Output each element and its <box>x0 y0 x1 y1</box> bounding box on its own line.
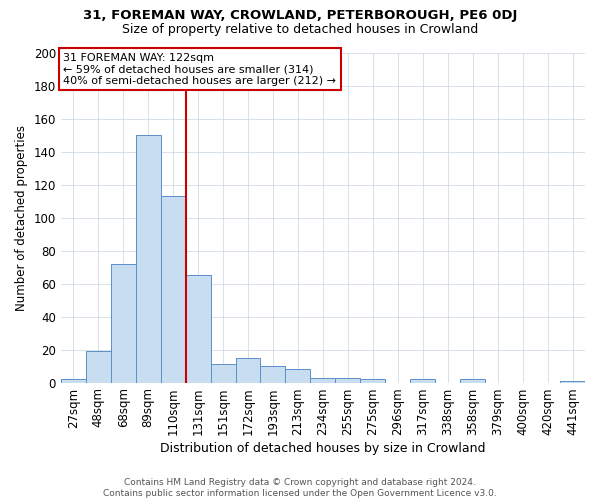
Bar <box>236 358 260 382</box>
Bar <box>86 351 111 382</box>
Bar <box>286 370 310 382</box>
Bar <box>185 276 211 382</box>
Text: 31, FOREMAN WAY, CROWLAND, PETERBOROUGH, PE6 0DJ: 31, FOREMAN WAY, CROWLAND, PETERBOROUGH,… <box>83 9 517 22</box>
Bar <box>310 378 335 382</box>
Bar <box>260 366 286 382</box>
Text: Contains HM Land Registry data © Crown copyright and database right 2024.
Contai: Contains HM Land Registry data © Crown c… <box>103 478 497 498</box>
Text: 31 FOREMAN WAY: 122sqm
← 59% of detached houses are smaller (314)
40% of semi-de: 31 FOREMAN WAY: 122sqm ← 59% of detached… <box>64 53 337 86</box>
Bar <box>136 135 161 382</box>
Y-axis label: Number of detached properties: Number of detached properties <box>15 124 28 310</box>
Bar <box>460 380 485 382</box>
Bar <box>361 380 385 382</box>
Bar <box>111 264 136 382</box>
Bar <box>211 364 236 382</box>
Bar <box>335 378 361 382</box>
Bar <box>161 196 185 382</box>
Bar <box>61 380 86 382</box>
Bar <box>560 381 585 382</box>
Text: Size of property relative to detached houses in Crowland: Size of property relative to detached ho… <box>122 22 478 36</box>
X-axis label: Distribution of detached houses by size in Crowland: Distribution of detached houses by size … <box>160 442 485 455</box>
Bar <box>410 380 435 382</box>
